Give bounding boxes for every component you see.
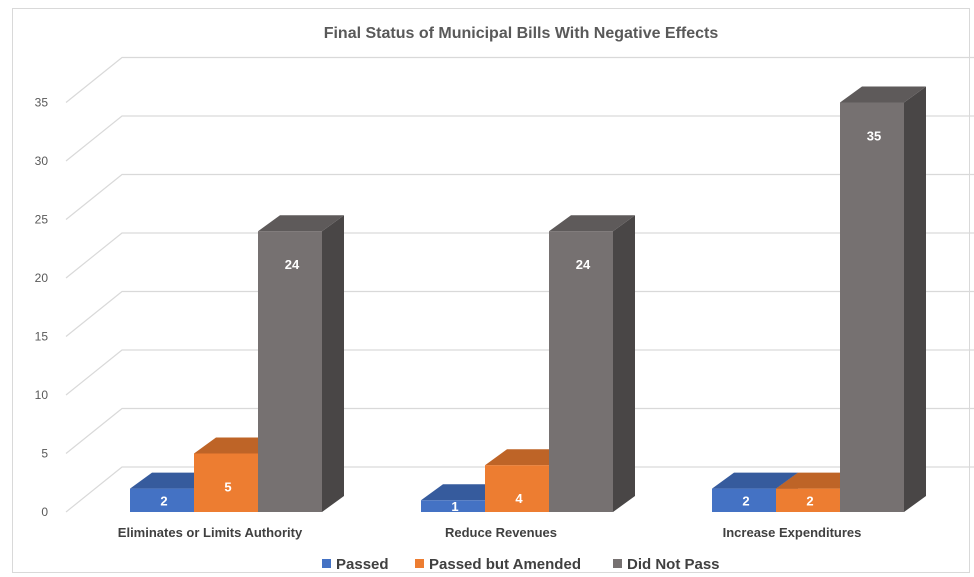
bar-did-not-pass-reduce-revenues bbox=[549, 215, 635, 512]
legend-label: Did Not Pass bbox=[627, 556, 720, 573]
legend-item-passed-but-amended: Passed but Amended bbox=[415, 556, 581, 573]
gridlines bbox=[65, 56, 974, 513]
data-label: 2 bbox=[742, 493, 749, 508]
bar-front bbox=[130, 488, 194, 512]
bars: 2 5 24 1 4 24 2 2 35 bbox=[130, 86, 926, 514]
data-label: 24 bbox=[576, 257, 591, 272]
chart-title: Final Status of Municipal Bills With Neg… bbox=[324, 25, 719, 42]
legend-item-passed: Passed bbox=[322, 556, 389, 573]
category-labels: Eliminates or Limits Authority Reduce Rev… bbox=[118, 525, 862, 540]
bar-top bbox=[258, 215, 344, 232]
bar-front bbox=[840, 102, 904, 512]
category-label: Increase Expenditures bbox=[723, 525, 862, 540]
gridline-10 bbox=[65, 349, 974, 396]
gridline-30 bbox=[65, 115, 974, 162]
bar-top bbox=[712, 472, 798, 489]
data-label: 5 bbox=[224, 480, 231, 495]
legend-item-did-not-pass: Did Not Pass bbox=[613, 556, 720, 573]
data-label: 4 bbox=[515, 491, 523, 506]
category-label: Eliminates or Limits Authority bbox=[118, 525, 303, 540]
legend-swatch bbox=[613, 559, 622, 568]
bar-front bbox=[421, 500, 485, 512]
bar-side bbox=[322, 215, 344, 512]
bar-front bbox=[712, 488, 776, 512]
data-label: 2 bbox=[806, 493, 813, 508]
gridline-0 bbox=[65, 466, 974, 513]
legend-label: Passed bbox=[336, 556, 389, 573]
bar-front bbox=[485, 465, 549, 512]
bar-front bbox=[194, 453, 258, 512]
y-tick-label: 30 bbox=[35, 154, 49, 168]
data-label: 1 bbox=[451, 499, 458, 514]
bar-side bbox=[904, 86, 926, 512]
data-label: 35 bbox=[867, 129, 881, 144]
bar-front bbox=[776, 488, 840, 512]
y-tick-label: 25 bbox=[35, 213, 49, 227]
bar-side bbox=[613, 215, 635, 512]
gridline-15 bbox=[65, 290, 974, 337]
legend-swatch bbox=[415, 559, 424, 568]
gridline-25 bbox=[65, 173, 974, 220]
data-label: 24 bbox=[285, 257, 300, 272]
bar-did-not-pass-increase-expenditures bbox=[840, 86, 926, 512]
y-tick-label: 0 bbox=[41, 505, 48, 519]
legend-swatch bbox=[322, 559, 331, 568]
data-label: 2 bbox=[160, 493, 167, 508]
legend-label: Passed but Amended bbox=[429, 556, 581, 573]
category-label: Reduce Revenues bbox=[445, 525, 557, 540]
y-tick-label: 35 bbox=[35, 96, 49, 110]
y-tick-label: 20 bbox=[35, 271, 49, 285]
bar-front bbox=[258, 231, 322, 512]
y-tick-label: 5 bbox=[41, 447, 48, 461]
legend: Passed Passed but Amended Did Not Pass bbox=[322, 556, 720, 573]
y-axis: 0 5 10 15 20 25 30 35 bbox=[35, 96, 49, 520]
bar-top bbox=[549, 215, 635, 232]
bar-top bbox=[840, 86, 926, 103]
y-tick-label: 10 bbox=[35, 388, 49, 402]
bar-front bbox=[549, 231, 613, 512]
gridline-5 bbox=[65, 407, 974, 454]
y-tick-label: 15 bbox=[35, 330, 49, 344]
gridline-20 bbox=[65, 232, 974, 279]
gridline-35 bbox=[65, 56, 974, 103]
bar-did-not-pass-eliminates-or-limits-authority bbox=[258, 215, 344, 512]
